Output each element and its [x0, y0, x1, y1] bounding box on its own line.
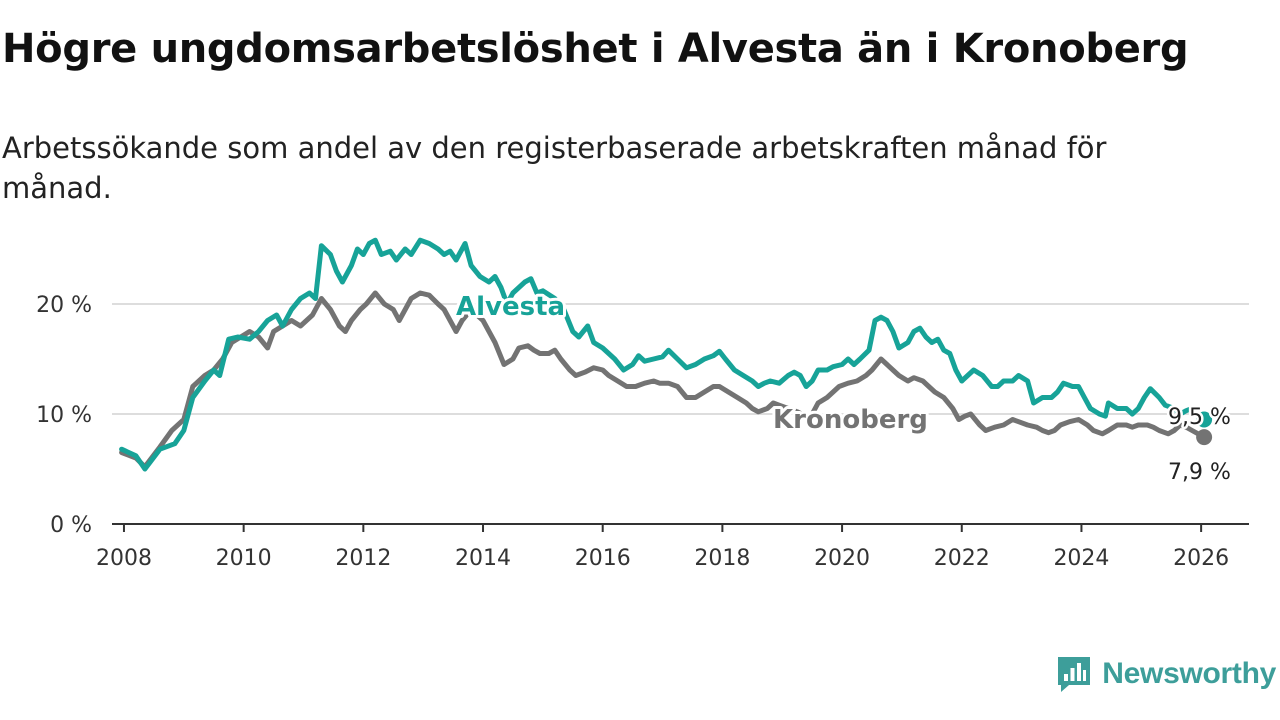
series-endpoint-kronoberg	[1196, 429, 1213, 446]
x-axis-ticks: 2008 2010 2012 2014 2016 2018 2020 2022 2024 2026	[96, 524, 1229, 571]
series-line-alvesta	[119, 237, 1207, 472]
x-tick-label: 2014	[455, 546, 511, 571]
y-tick-label: 0 %	[50, 513, 92, 538]
series-labels: Alvesta Kronoberg 9,5 % 7,9 %	[453, 289, 1233, 488]
series-line-kronoberg	[119, 290, 1207, 470]
x-tick-label: 2026	[1173, 546, 1229, 571]
x-tick-label: 2018	[694, 546, 750, 571]
x-tick-label: 2016	[575, 546, 631, 571]
line-chart: 0 % 10 % 20 % 2008 2010 2012 2014 2016 2018 2020…	[36, 237, 1249, 571]
x-tick-label: 2010	[216, 546, 272, 571]
chart-title: Högre ungdomsarbetslöshet i Alvesta än i…	[2, 26, 1189, 72]
gridlines	[112, 303, 1249, 415]
brand-name: Newsworthy	[1102, 657, 1276, 690]
y-tick-label: 10 %	[36, 403, 92, 428]
x-tick-label: 2012	[335, 546, 391, 571]
x-tick-label: 2022	[934, 546, 990, 571]
series-lines	[119, 237, 1213, 472]
x-tick-label: 2024	[1053, 546, 1109, 571]
newsworthy-logo: Newsworthy	[1056, 654, 1276, 694]
series-label-kronoberg: Kronoberg	[773, 405, 928, 435]
chart-subtitle: Arbetssökande som andel av den registerb…	[2, 131, 1107, 205]
y-tick-label: 20 %	[36, 293, 92, 318]
end-label-kronoberg: 7,9 %	[1168, 460, 1231, 485]
newsworthy-logo-icon	[1058, 657, 1091, 692]
y-axis-ticks: 0 % 10 % 20 %	[36, 293, 92, 538]
x-tick-label: 2020	[814, 546, 870, 571]
end-label-alvesta: 9,5 %	[1168, 405, 1231, 430]
x-tick-label: 2008	[96, 546, 152, 571]
series-label-alvesta: Alvesta	[456, 292, 565, 322]
series-endpoint-alvesta	[1196, 411, 1213, 428]
